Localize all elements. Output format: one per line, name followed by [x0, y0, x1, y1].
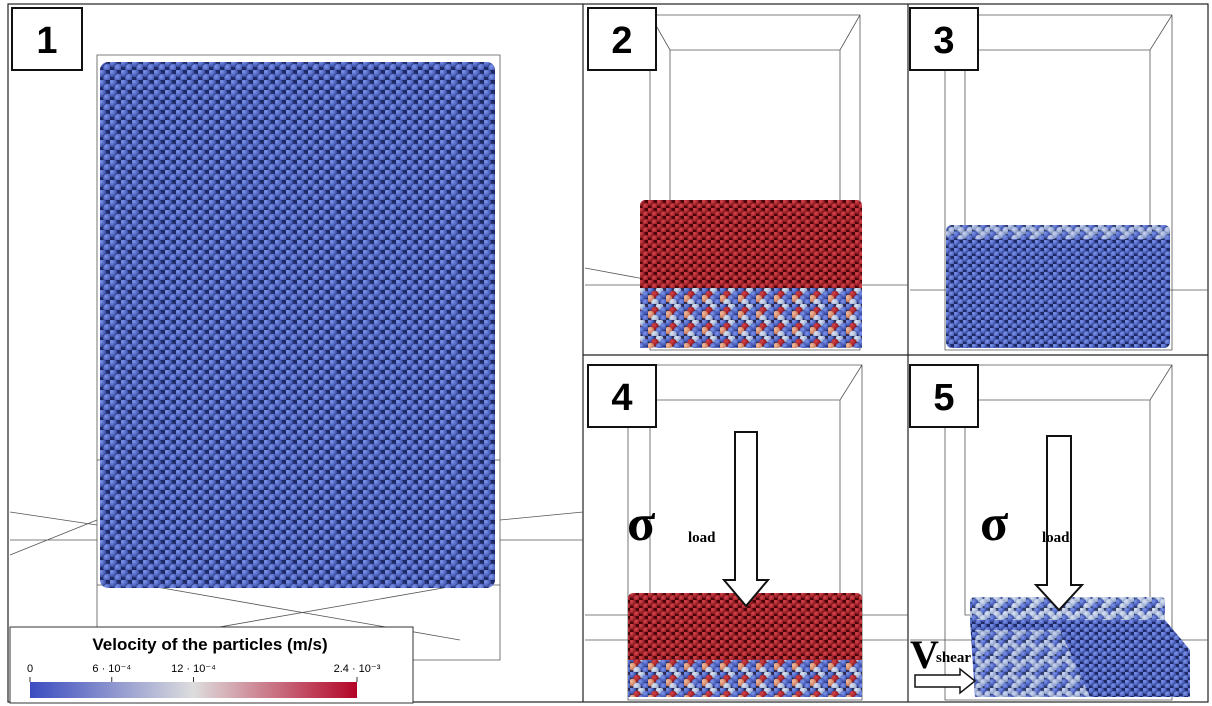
load-symbol: σ [627, 495, 655, 552]
load-subscript: load [688, 530, 716, 546]
panel-label: 5 [933, 377, 954, 419]
load-arrow [724, 432, 768, 606]
colorbar-title: Velocity of the particles (m/s) [92, 635, 327, 654]
particles-mixed [628, 660, 862, 697]
shear-symbol: V [910, 632, 939, 677]
shear-subscript: shear [936, 650, 971, 666]
figure: 1 2 3 σ load 4 σ load V shear [0, 0, 1212, 706]
load-symbol: σ [980, 495, 1008, 552]
load-subscript: load [1042, 530, 1070, 546]
particles [100, 62, 495, 588]
panel-label: 2 [611, 20, 632, 62]
panel-5: σ load V shear 5 [910, 365, 1208, 700]
particles-fast [640, 200, 862, 298]
panel-3: 3 [910, 8, 1208, 350]
particles [946, 225, 1170, 348]
colorbar-tick-label: 2.4 · 10⁻³ [334, 663, 381, 675]
panel-label: 1 [36, 20, 57, 62]
panel-1: 1 [10, 8, 583, 660]
particles-top [946, 225, 1170, 239]
colorbar-tick-label: 0 [27, 663, 33, 675]
colorbar-legend: Velocity of the particles (m/s) 0 6 · 10⁻… [10, 627, 413, 703]
particles-mixed [640, 288, 862, 348]
panel-label: 3 [933, 20, 954, 62]
colorbar [30, 682, 357, 698]
panel-label: 4 [611, 377, 632, 419]
colorbar-tick-label: 6 · 10⁻⁴ [92, 663, 131, 675]
panel-4: σ load 4 [585, 365, 908, 700]
load-arrow [1036, 436, 1082, 610]
colorbar-tick-label: 12 · 10⁻⁴ [171, 663, 216, 675]
panel-2: 2 [585, 8, 908, 350]
